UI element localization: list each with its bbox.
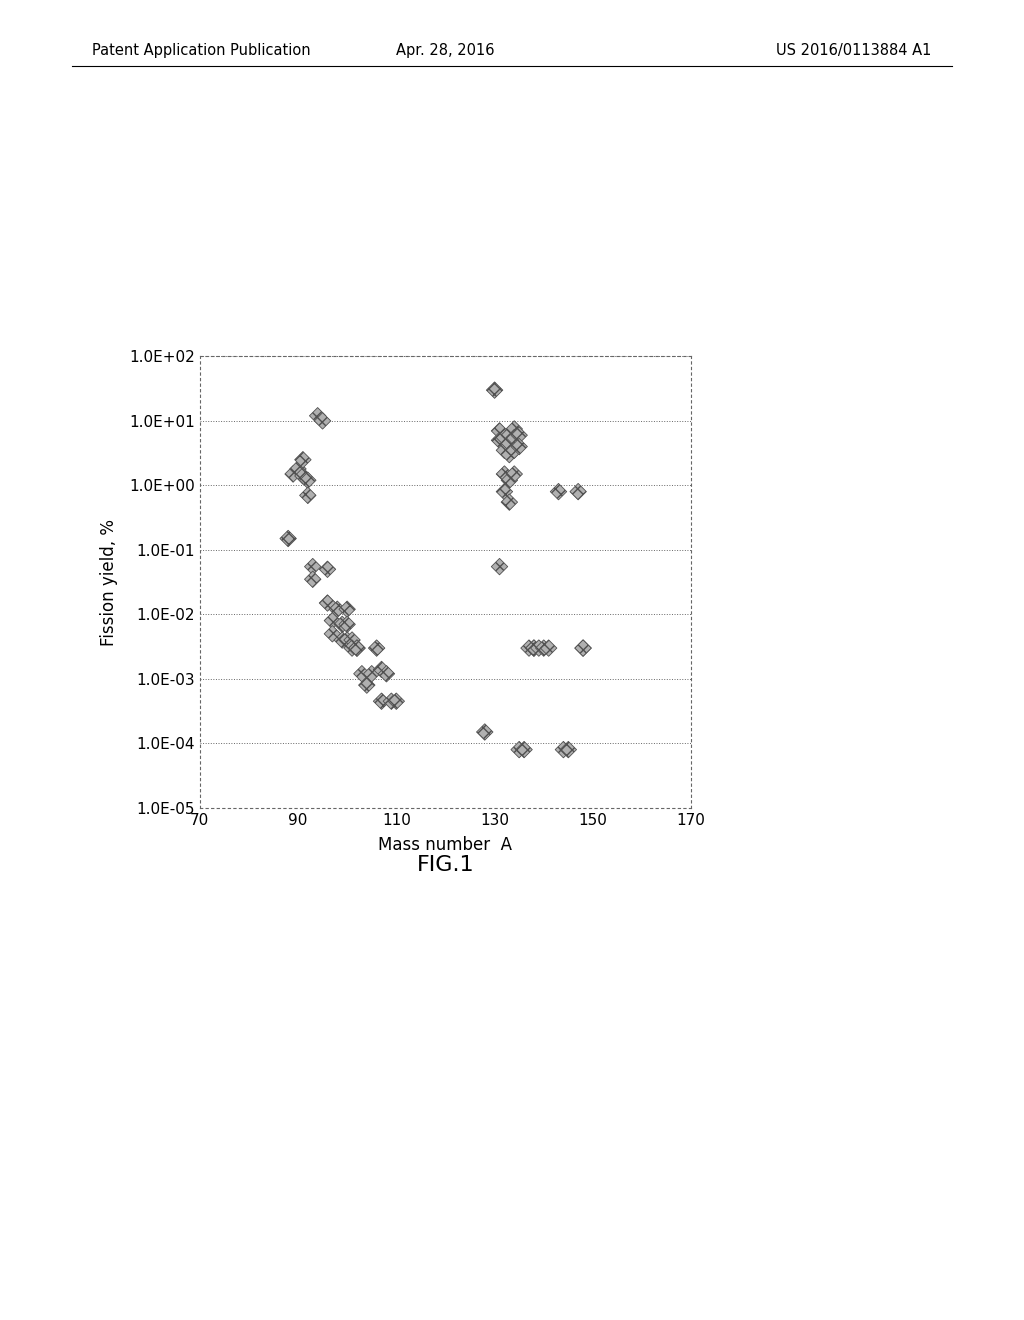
Point: [374, 659, 390, 680]
Point: [300, 470, 316, 491]
Point: [501, 470, 517, 491]
X-axis label: Mass number  A: Mass number A: [379, 836, 512, 854]
Point: [353, 663, 370, 684]
Point: [314, 411, 331, 432]
Point: [501, 425, 517, 446]
Text: Patent Application Publication: Patent Application Publication: [92, 42, 311, 58]
Point: [285, 463, 301, 484]
Point: [525, 638, 542, 659]
Point: [541, 638, 557, 659]
Point: [280, 528, 296, 549]
Point: [344, 630, 360, 651]
Point: [492, 556, 508, 577]
Point: [334, 614, 350, 635]
Point: [325, 610, 341, 631]
Point: [497, 440, 513, 461]
Point: [295, 466, 311, 487]
Point: [319, 593, 336, 614]
Point: [497, 428, 513, 449]
Point: [358, 675, 375, 696]
Point: [497, 463, 513, 484]
Point: [304, 556, 321, 577]
Point: [378, 663, 394, 684]
Text: FIG.1: FIG.1: [417, 854, 474, 875]
Point: [570, 480, 587, 502]
Point: [511, 425, 527, 446]
Point: [560, 739, 577, 760]
Point: [304, 569, 321, 590]
Point: [555, 739, 571, 760]
Point: [334, 630, 350, 651]
Point: [497, 480, 513, 502]
Point: [501, 433, 517, 454]
Text: Apr. 28, 2016: Apr. 28, 2016: [396, 42, 495, 58]
Point: [339, 599, 355, 620]
Point: [516, 739, 532, 760]
Point: [521, 638, 538, 659]
Point: [536, 638, 552, 659]
Point: [319, 558, 336, 579]
Text: US 2016/0113884 A1: US 2016/0113884 A1: [776, 42, 932, 58]
Point: [329, 599, 345, 620]
Point: [530, 638, 547, 659]
Point: [339, 614, 355, 635]
Point: [506, 428, 522, 449]
Point: [383, 690, 399, 711]
Point: [364, 663, 380, 684]
Point: [511, 436, 527, 457]
Point: [506, 463, 522, 484]
Point: [388, 690, 404, 711]
Point: [344, 638, 360, 659]
Point: [300, 484, 316, 506]
Point: [574, 638, 591, 659]
Point: [511, 739, 527, 760]
Point: [339, 630, 355, 651]
Point: [506, 440, 522, 461]
Point: [574, 638, 591, 659]
Point: [349, 638, 366, 659]
Point: [506, 418, 522, 440]
Point: [492, 420, 508, 441]
Point: [325, 623, 341, 644]
Point: [290, 458, 306, 479]
Point: [374, 690, 390, 711]
Point: [476, 722, 493, 743]
Point: [550, 480, 566, 502]
Point: [369, 638, 385, 659]
Point: [501, 444, 517, 465]
Point: [295, 449, 311, 470]
Point: [492, 430, 508, 451]
Point: [486, 380, 503, 401]
Point: [309, 405, 326, 426]
Point: [525, 638, 542, 659]
Point: [349, 638, 366, 659]
Y-axis label: Fission yield, %: Fission yield, %: [100, 519, 118, 645]
Point: [501, 491, 517, 512]
